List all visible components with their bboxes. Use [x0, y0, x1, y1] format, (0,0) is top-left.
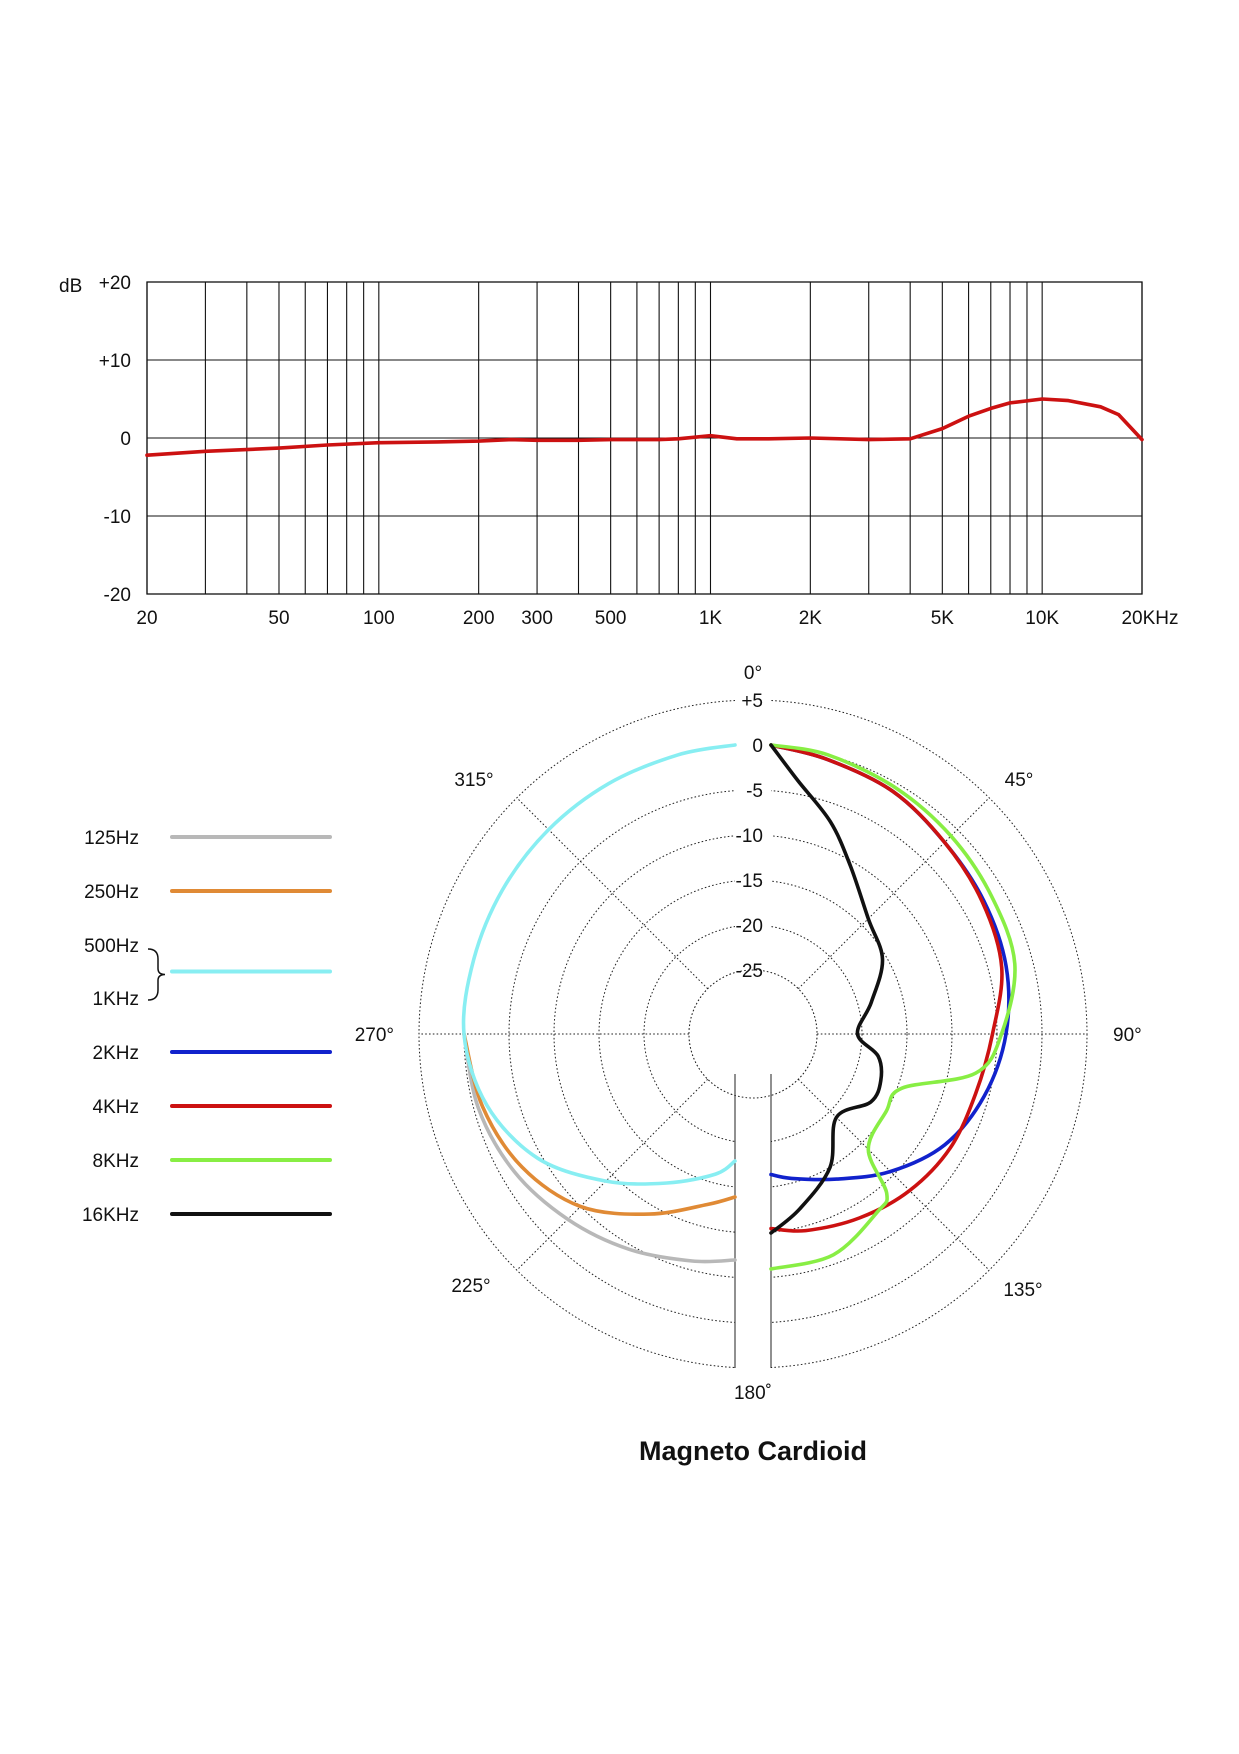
polar-curve	[769, 743, 1017, 1271]
polar-curve	[769, 743, 1004, 1233]
y-tick-label: -10	[104, 507, 131, 528]
x-tick-labels: 20 50 100 200 300 500 1K 2K 5K 10K 20KHz	[136, 608, 1178, 629]
angle-tick-label: 90°	[1113, 1025, 1142, 1046]
polar-ring	[598, 879, 908, 1189]
polar-spoke	[797, 1078, 990, 1271]
angle-tick-label: 225°	[451, 1276, 490, 1297]
polar-curve	[462, 1032, 737, 1217]
polar-curve	[461, 743, 737, 1186]
radial-tick-label: 0	[752, 736, 763, 757]
x-tick-label: 50	[268, 608, 289, 629]
y-tick-label: +20	[99, 273, 131, 294]
angle-tick-labels: 0° 45° 90° 135° 180˚ 225° 270° 315°	[355, 663, 1142, 1404]
x-tick-label: 500	[595, 608, 627, 629]
x-tick-label: 20	[136, 608, 157, 629]
angle-tick-label: 315°	[454, 770, 493, 791]
x-tick-label: 200	[463, 608, 495, 629]
polar-spoke	[797, 797, 990, 990]
polar-curve	[462, 1032, 737, 1264]
x-tick-label: 2K	[799, 608, 823, 629]
radial-tick-label: -20	[736, 916, 763, 937]
frequency-response-chart: dB +20 +10 0 -10 -20 20 50 100 200 300 500 1K 2K 5K 1…	[59, 273, 1179, 629]
x-tick-label: 5K	[931, 608, 955, 629]
radial-tick-labels: +5 0 -5 -10 -15 -20 -25	[736, 691, 763, 982]
polar-spoke	[516, 1078, 709, 1271]
polar-pattern-chart: +5 0 -5 -10 -15 -20 -25 0° 45° 90° 135° 180˚ 225° 27…	[355, 663, 1142, 1404]
legend: 125Hz 250Hz 500Hz 1KHz 2KHz 4KHz 8KHz 16KHz	[82, 828, 332, 1226]
y-tick-label: -20	[104, 585, 131, 606]
polar-curve	[769, 743, 1011, 1182]
y-axis-unit-label: dB	[59, 276, 82, 297]
legend-label: 125Hz	[84, 828, 139, 849]
chart-title: Magneto Cardioid	[639, 1436, 867, 1466]
frequency-response-curve	[145, 397, 1144, 457]
response-line	[145, 397, 1144, 457]
legend-label: 500Hz	[84, 936, 139, 957]
legend-label: 1KHz	[93, 989, 139, 1010]
polar-inner-ring	[688, 969, 818, 1099]
angle-tick-label: 180˚	[734, 1383, 772, 1404]
radial-tick-label: -10	[736, 826, 763, 847]
legend-label: 8KHz	[93, 1151, 139, 1172]
x-tick-label: 10K	[1025, 608, 1059, 629]
x-tick-label: 20KHz	[1121, 608, 1178, 629]
radial-tick-label: +5	[741, 691, 763, 712]
y-tick-labels: +20 +10 0 -10 -20	[99, 273, 131, 606]
radial-tick-label: -5	[746, 781, 763, 802]
y-tick-label: 0	[120, 429, 131, 450]
legend-label: 250Hz	[84, 882, 139, 903]
legend-label: 2KHz	[93, 1043, 139, 1064]
legend-label: 16KHz	[82, 1205, 139, 1226]
x-tick-label: 300	[521, 608, 553, 629]
polar-spoke	[516, 797, 709, 990]
x-tick-label: 1K	[699, 608, 723, 629]
polar-curve	[769, 743, 885, 1235]
legend-brace	[147, 948, 166, 1001]
polar-curves	[461, 743, 1017, 1271]
legend-label: 4KHz	[93, 1097, 139, 1118]
angle-tick-label: 135°	[1003, 1280, 1042, 1301]
angle-tick-label: 45°	[1005, 770, 1034, 791]
x-tick-label: 100	[363, 608, 395, 629]
polar-grid	[418, 698, 1088, 1370]
radial-tick-label: -15	[736, 871, 763, 892]
y-tick-label: +10	[99, 351, 131, 372]
radial-tick-label: -25	[736, 961, 763, 982]
angle-tick-label: 0°	[744, 663, 762, 684]
angle-tick-label: 270°	[355, 1025, 394, 1046]
